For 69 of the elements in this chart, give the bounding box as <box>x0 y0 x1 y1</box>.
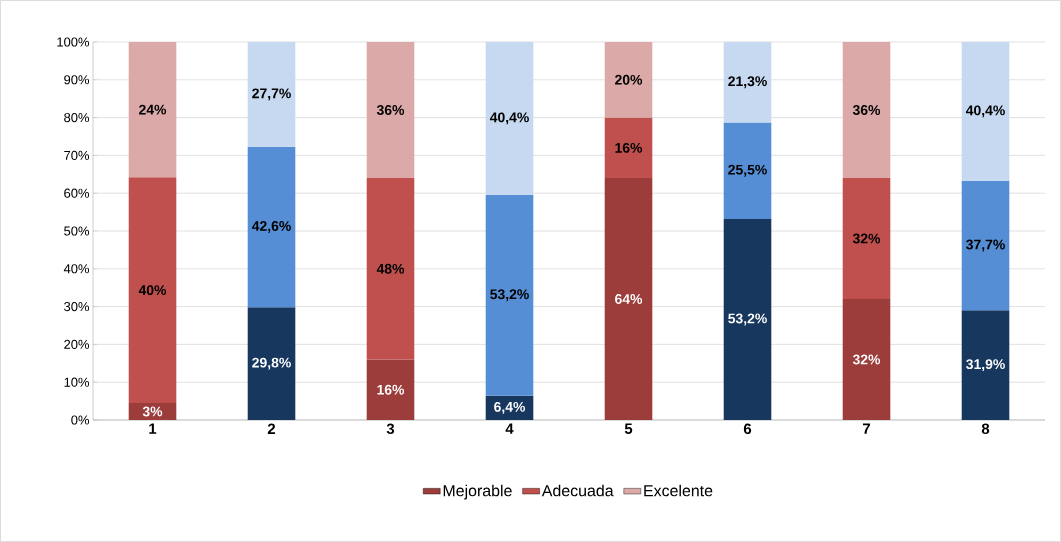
bar <box>961 41 1010 181</box>
bar <box>723 122 772 219</box>
bar <box>128 177 177 403</box>
annotation: 40,4% <box>489 112 529 125</box>
annotation: 32% <box>852 354 881 365</box>
bar <box>961 310 1010 420</box>
x-tick-label: 8 <box>981 423 990 435</box>
annotation: 27,7% <box>252 88 291 101</box>
y-tick-label: 30% <box>64 302 90 312</box>
legend-label: Mejorable <box>443 484 512 500</box>
annotation: 64% <box>615 294 643 304</box>
annotation: 20% <box>615 74 643 85</box>
legend-label: Adecuada <box>541 484 614 497</box>
x-tick-label: 6 <box>743 423 752 435</box>
x-tick-label: 3 <box>386 423 395 435</box>
annotation: 25,5% <box>728 164 767 177</box>
x-tick-label: 5 <box>624 423 633 434</box>
bar <box>128 402 177 420</box>
bar <box>366 178 415 360</box>
y-tick-label: 10% <box>64 377 90 387</box>
x-tick-label: 7 <box>862 423 871 434</box>
bar <box>604 41 653 118</box>
y-tick-label: 40% <box>63 264 90 274</box>
annotation: 3% <box>142 406 163 417</box>
legend-label: Excelente <box>644 484 713 497</box>
annotation: 29,8% <box>252 357 291 370</box>
annotation: 16% <box>377 384 405 395</box>
bar <box>842 41 891 179</box>
bar <box>485 41 534 195</box>
bar <box>961 180 1010 311</box>
annotation: 32% <box>852 233 881 244</box>
bar <box>366 359 415 420</box>
y-tick-label: 60% <box>64 188 90 198</box>
bar <box>247 307 296 420</box>
bar <box>842 299 891 420</box>
bar <box>604 117 653 179</box>
y-tick-label: 100% <box>57 37 90 47</box>
bar <box>723 218 772 420</box>
annotation: 37,7% <box>966 239 1005 252</box>
y-tick-label: 0% <box>71 415 90 425</box>
bar <box>485 194 534 396</box>
bar <box>604 178 653 420</box>
bar <box>128 41 177 178</box>
bar <box>247 146 296 308</box>
annotation: 42,6% <box>251 221 291 233</box>
annotation: 36% <box>852 105 881 115</box>
annotation: 31,9% <box>966 359 1005 372</box>
y-tick-label: 50% <box>64 226 90 236</box>
bar <box>366 41 415 179</box>
annotation: 24% <box>139 104 167 115</box>
annotation: 36% <box>376 105 405 115</box>
bar <box>842 178 891 300</box>
y-tick-label: 90% <box>64 75 90 85</box>
annotation: 21,3% <box>728 76 767 89</box>
annotation: 53,2% <box>728 313 767 326</box>
annotation: 40% <box>138 285 167 296</box>
x-tick-label: 4 <box>505 423 514 434</box>
x-tick-label: 1 <box>149 423 157 434</box>
bar <box>723 41 772 123</box>
annotation: 6,4% <box>494 401 526 414</box>
y-tick-label: 20% <box>64 339 90 349</box>
y-tick-label: 80% <box>64 113 90 123</box>
x-tick-label: 2 <box>267 423 276 434</box>
y-tick-label: 70% <box>64 150 90 160</box>
annotation: 48% <box>376 263 405 274</box>
annotation: 53,2% <box>490 289 529 302</box>
annotation: 40,4% <box>965 105 1005 118</box>
annotation: 16% <box>615 142 643 153</box>
bar <box>247 41 296 147</box>
